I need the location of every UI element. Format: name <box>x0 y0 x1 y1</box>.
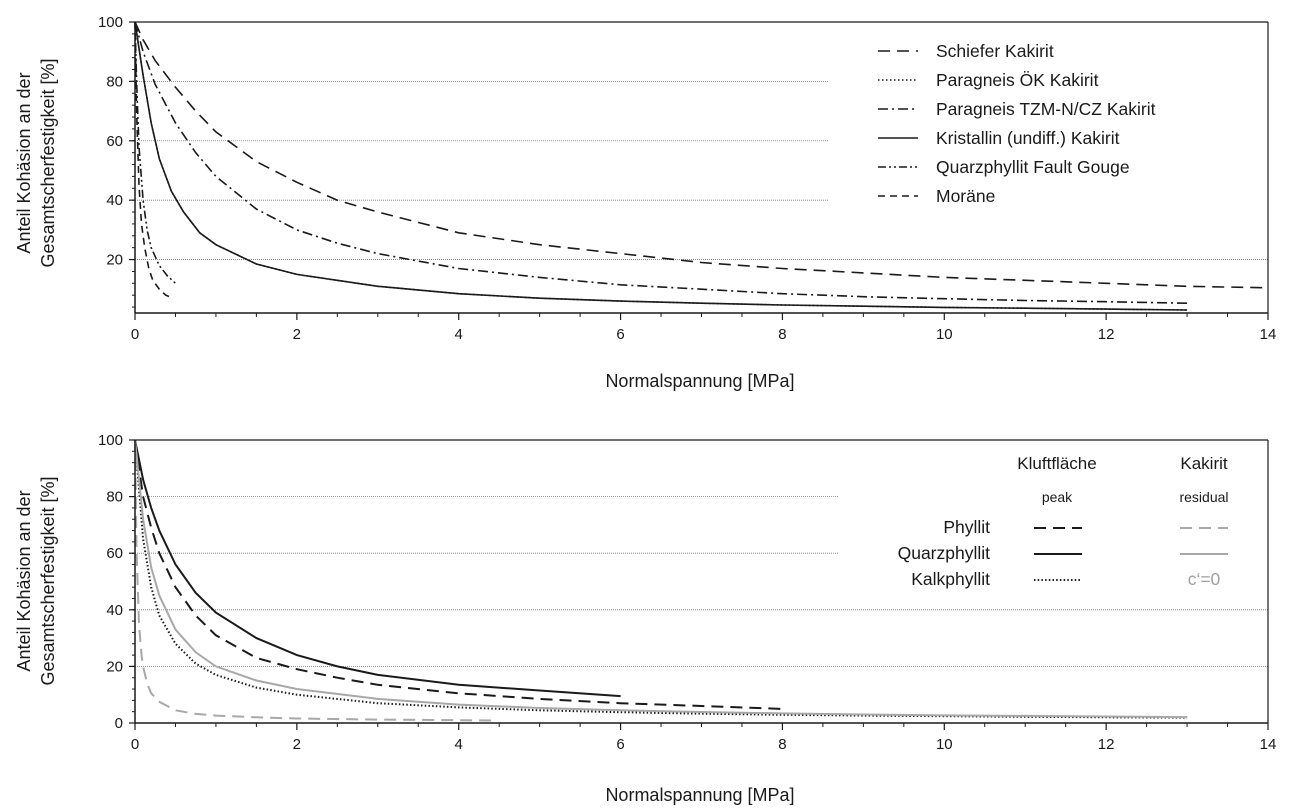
x-tick-label: 0 <box>131 736 139 753</box>
x-tick-label: 0 <box>131 326 139 343</box>
legend-label: Moräne <box>936 186 995 206</box>
y-axis-title-line2: Gesamtscherfestigkeit [%] <box>38 58 58 267</box>
x-tick-label: 2 <box>293 326 301 343</box>
x-tick-label: 8 <box>778 326 786 343</box>
x-tick-label: 10 <box>936 736 953 753</box>
legend-label: Quarzphyllit Fault Gouge <box>936 157 1130 177</box>
legend-col1-sub: peak <box>1042 489 1073 505</box>
series-line-3 <box>134 439 1188 719</box>
y-tick-label: 20 <box>106 252 123 269</box>
legend-label: Schiefer Kakirit <box>936 41 1054 61</box>
legend-col2-head: Kakirit <box>1180 454 1228 473</box>
chart-bottom: 0 2 4 6 8 10 12 14 0 20 40 60 80 100 Anteil Kohäsion … <box>14 432 1276 805</box>
y-tick-label: 80 <box>106 489 123 506</box>
series-line-4 <box>134 21 1188 311</box>
series-group-bottom <box>134 439 1188 722</box>
x-tick-label: 12 <box>1098 736 1115 753</box>
legend-label: Paragneis ÖK Kakirit <box>936 70 1099 90</box>
y-tick-label: 80 <box>106 73 123 90</box>
series-group-top <box>134 21 1269 311</box>
x-tick-label: 10 <box>936 326 953 343</box>
legend-row-label-quarzphyllit: Quarzphyllit <box>898 543 991 563</box>
y-axis-title-line1: Anteil Kohäsion an der <box>14 72 34 253</box>
series-line-4 <box>134 439 492 722</box>
legend-col2-sub: residual <box>1179 489 1228 505</box>
grid-lines-top <box>135 80 1268 260</box>
y-tick-label: 0 <box>115 715 123 732</box>
y-tick-label: 40 <box>106 192 123 209</box>
y-tick-label: 100 <box>98 14 123 31</box>
x-tick-label: 14 <box>1260 736 1277 753</box>
y-axis-title-line2: Gesamtscherfestigkeit [%] <box>38 476 58 685</box>
series-line-3 <box>134 21 1188 304</box>
x-axis-title: Normalspannung [MPa] <box>605 371 794 391</box>
y-tick-label: 60 <box>106 133 123 150</box>
series-line-1 <box>134 21 1269 289</box>
x-tick-label: 8 <box>778 736 786 753</box>
x-axis-title: Normalspannung [MPa] <box>605 785 794 805</box>
legend-note-kalkphyllit-residual: c‘=0 <box>1188 569 1221 589</box>
y-tick-label: 60 <box>106 545 123 562</box>
x-tick-label: 12 <box>1098 326 1115 343</box>
y-tick-label: 40 <box>106 602 123 619</box>
series-line-2 <box>134 439 621 698</box>
y-tick-label: 100 <box>98 432 123 449</box>
legend-row-label-kalkphyllit: Kalkphyllit <box>911 569 990 589</box>
series-line-6 <box>134 21 174 299</box>
chart-top: 0 2 4 6 8 10 12 14 20 40 60 80 100 Anteil Kohäsion a… <box>14 14 1276 391</box>
x-tick-label: 4 <box>455 326 463 343</box>
series-line-1 <box>134 439 783 710</box>
legend-top: Schiefer Kakirit Paragneis ÖK Kakirit Para… <box>878 41 1156 206</box>
legend-row-label-phyllit: Phyllit <box>943 517 990 537</box>
x-tick-label: 6 <box>616 736 624 753</box>
x-tick-label: 6 <box>616 326 624 343</box>
legend-label: Kristallin (undiff.) Kakirit <box>936 128 1120 148</box>
x-tick-label: 14 <box>1260 326 1277 343</box>
x-tick-label: 4 <box>455 736 463 753</box>
axes-bottom: 0 2 4 6 8 10 12 14 0 20 40 60 80 100 <box>98 432 1276 753</box>
axes-top: 0 2 4 6 8 10 12 14 20 40 60 80 100 <box>98 14 1276 343</box>
y-axis-title-line1: Anteil Kohäsion an der <box>14 490 34 671</box>
legend-table: Kluftfläche Kakirit peak residual Phylli… <box>898 454 1229 589</box>
y-tick-label: 20 <box>106 658 123 675</box>
series-line-5 <box>134 21 177 284</box>
x-tick-label: 2 <box>293 736 301 753</box>
series-line-5 <box>134 439 1188 719</box>
legend-label: Paragneis TZM-N/CZ Kakirit <box>936 99 1156 119</box>
legend-col1-head: Kluftfläche <box>1017 454 1096 473</box>
